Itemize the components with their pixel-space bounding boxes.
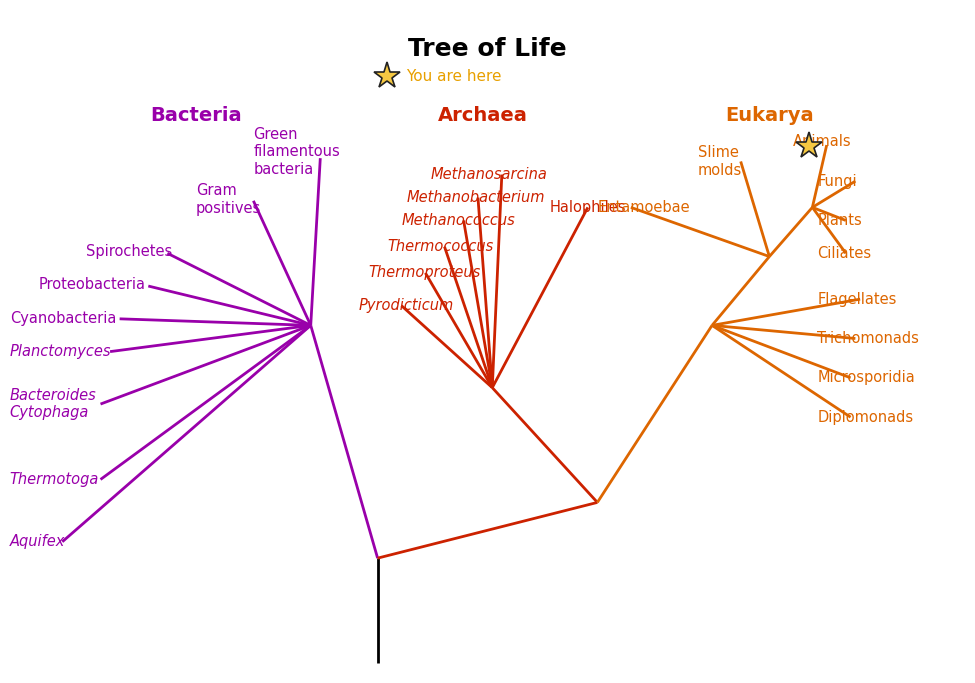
Text: Gram
positives: Gram positives [196,183,261,216]
Text: Eukarya: Eukarya [725,106,814,125]
Text: Green
filamentous
bacteria: Green filamentous bacteria [254,127,340,176]
Text: Aquifex: Aquifex [10,534,65,549]
Text: Flagellates: Flagellates [817,292,897,307]
Text: Diplomonads: Diplomonads [817,410,914,425]
Text: Bacteroides
Cytophaga: Bacteroides Cytophaga [10,388,97,420]
Text: You are here: You are here [407,69,502,84]
Text: Fungi: Fungi [817,173,857,189]
Text: Ciliates: Ciliates [817,246,872,261]
Text: Pyrodicticum: Pyrodicticum [359,298,453,313]
Text: Archaea: Archaea [438,106,527,125]
Text: Proteobacteria: Proteobacteria [38,277,145,292]
Text: Entamoebae: Entamoebae [598,200,690,215]
Text: Planctomyces: Planctomyces [10,344,111,359]
Text: Methanosarcina: Methanosarcina [430,167,547,182]
Text: Animals: Animals [794,135,852,150]
Text: Halophiles: Halophiles [550,200,626,215]
Text: Plants: Plants [817,213,862,228]
Text: Slime
molds: Slime molds [698,145,742,178]
Text: Thermotoga: Thermotoga [10,472,99,487]
Text: Spirochetes: Spirochetes [86,244,173,259]
Text: Methanobacterium: Methanobacterium [407,190,545,205]
Text: Thermococcus: Thermococcus [387,239,493,254]
Text: Trichomonads: Trichomonads [817,331,919,346]
Text: Cyanobacteria: Cyanobacteria [10,311,116,326]
Text: Methanococcus: Methanococcus [402,213,515,228]
Text: Tree of Life: Tree of Life [409,37,566,61]
Text: Thermoproteus: Thermoproteus [369,266,481,281]
Text: Bacteria: Bacteria [150,106,242,125]
Text: Microsporidia: Microsporidia [817,370,915,385]
